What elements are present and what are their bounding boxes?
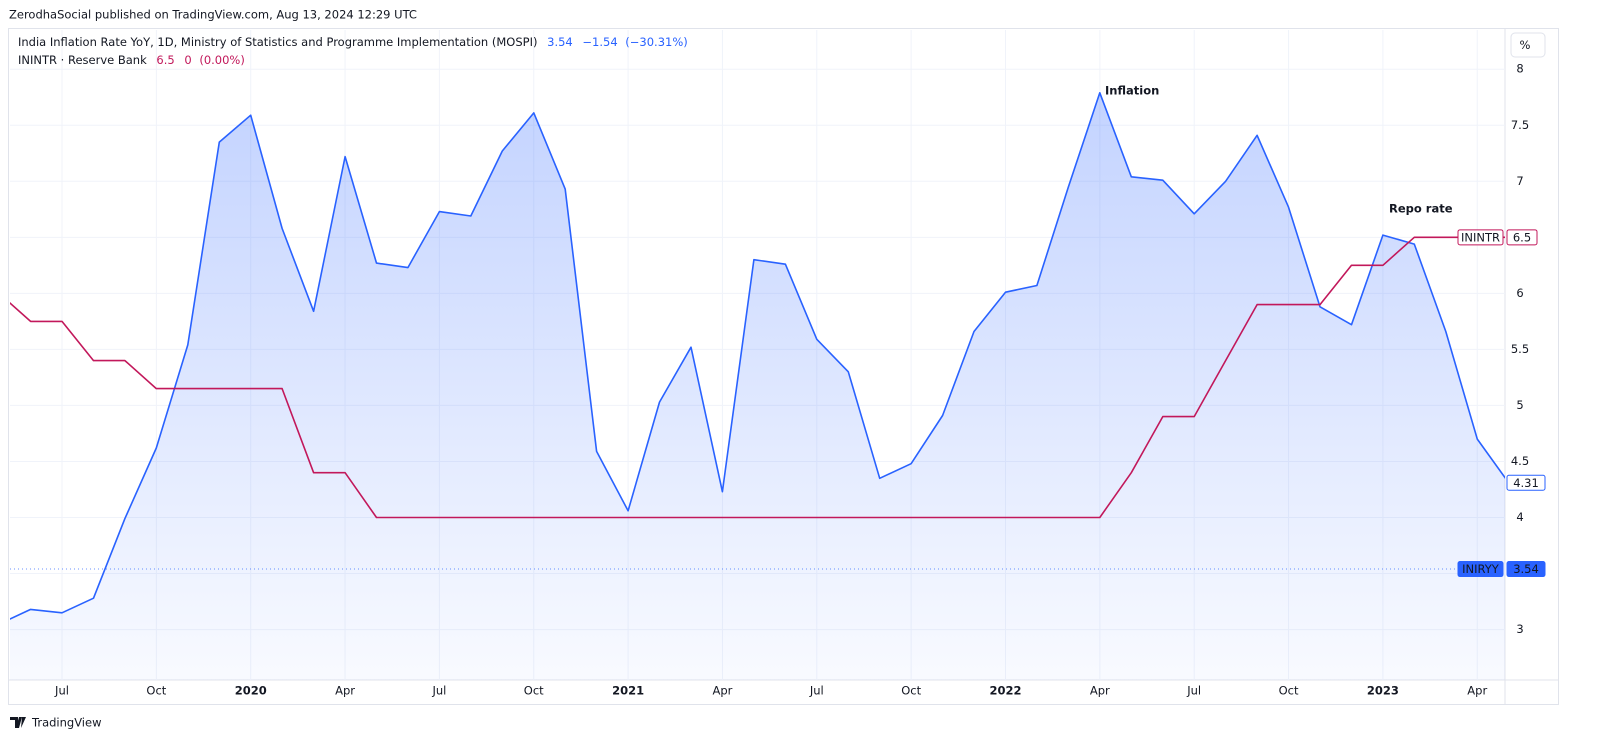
series-last: 6.5 (156, 53, 174, 67)
x-tick-label: 2023 (1367, 684, 1399, 698)
price-tag (1506, 561, 1546, 578)
series-line (10, 236, 1505, 519)
legend-row: India Inflation Rate YoY, 1D, Ministry o… (18, 35, 688, 49)
series-change: 0 (184, 53, 191, 67)
x-tick-label: Oct (146, 684, 166, 698)
price-tag-text: 3.54 (1513, 562, 1539, 576)
x-tick-label: Jul (1186, 684, 1201, 698)
x-tick-label: 2022 (989, 684, 1021, 698)
series-change: −1.54 (582, 35, 617, 49)
axes: 3 3.54 4.5 5 5.5 6 6.5 7 7.5 8 Jul Oct 2020 Apr Jul Oct… (54, 62, 1546, 698)
y-tick-label: 7.5 (1511, 118, 1529, 132)
annotation: Repo rate (1389, 202, 1453, 216)
y-tick-label: 3 (1516, 622, 1523, 636)
series-change-pct: (−30.31%) (625, 35, 687, 49)
series-line (10, 92, 1505, 620)
x-tick-label: Apr (1467, 684, 1487, 698)
symbol-tag (1457, 229, 1504, 246)
brand: TradingView (10, 716, 101, 730)
legend-row: ININTR · Reserve Bank 6.5 0 (0.00%) (18, 53, 245, 67)
x-tick-label: Oct (901, 684, 921, 698)
area (10, 92, 1505, 680)
series-name: India Inflation Rate YoY, 1D, Ministry o… (18, 35, 537, 49)
y-tick-label: 8 (1516, 62, 1523, 76)
series-change-pct: (0.00%) (199, 53, 245, 67)
series-last: 3.54 (547, 35, 573, 49)
y-tick-label: 7 (1516, 174, 1523, 188)
y-tick-label: 4.5 (1511, 454, 1529, 468)
annotation: Inflation (1105, 84, 1159, 98)
x-tick-label: Jul (809, 684, 824, 698)
brand-name: TradingView (31, 716, 101, 730)
attribution: ZerodhaSocial published on TradingView.c… (9, 8, 417, 22)
price-tag-text: 4.31 (1513, 476, 1539, 490)
brand-logo (10, 717, 26, 728)
x-tick-label: 2021 (612, 684, 644, 698)
x-tick-label: 2020 (235, 684, 267, 698)
x-tick-label: Apr (1090, 684, 1110, 698)
symbol-tag (1457, 561, 1504, 578)
unit-label: % (1520, 38, 1531, 52)
x-tick-label: Apr (335, 684, 355, 698)
symbol-tag-text: ININTR (1461, 230, 1500, 244)
x-tick-label: Oct (1279, 684, 1299, 698)
price-tag-text: 6.5 (1513, 230, 1531, 244)
plot-area (10, 92, 1505, 680)
chart-frame (8, 28, 1559, 705)
x-tick-label: Jul (431, 684, 446, 698)
y-tick-label: 5.5 (1511, 342, 1529, 356)
series-name: ININTR · Reserve Bank (18, 53, 147, 67)
y-tick-label: 6 (1516, 286, 1523, 300)
x-tick-label: Apr (712, 684, 732, 698)
price-tag (1506, 229, 1538, 246)
symbol-tag-text: INIRYY (1462, 562, 1500, 576)
y-tick-label: 4 (1516, 510, 1523, 524)
price-tag (1506, 474, 1546, 491)
y-tick-label: 5 (1516, 398, 1523, 412)
x-tick-label: Jul (54, 684, 69, 698)
x-tick-label: Oct (524, 684, 544, 698)
unit-button[interactable] (1510, 32, 1546, 58)
